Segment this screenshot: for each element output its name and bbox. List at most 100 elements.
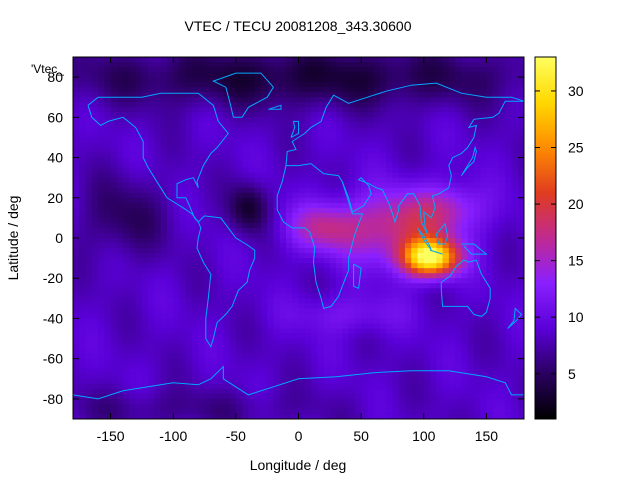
heatmap-cell [254,182,262,189]
heatmap-cell [417,172,425,179]
heatmap-cell [398,142,406,149]
heatmap-cell [223,202,231,209]
heatmap-cell [210,202,218,209]
heatmap-cell [235,117,243,123]
heatmap-cell [185,388,193,395]
heatmap-cell [173,67,181,73]
heatmap-cell [367,142,375,149]
heatmap-cell [448,238,456,244]
heatmap-cell [192,232,199,239]
heatmap-cell [455,177,462,184]
heatmap-cell [160,192,168,199]
heatmap-cell [411,378,419,385]
heatmap-cell [467,378,475,385]
heatmap-cell [480,273,488,279]
heatmap-cell [141,238,149,244]
heatmap-cell [342,82,350,88]
heatmap-cell [185,333,193,340]
heatmap-cell [455,313,462,320]
heatmap-cell [160,398,168,405]
heatmap-cell [210,343,218,350]
heatmap-cell [317,318,325,325]
heatmap-cell [210,172,218,179]
heatmap-cell [517,398,524,405]
heatmap-cell [242,238,249,244]
heatmap-cell [386,373,394,380]
heatmap-cell [285,388,293,395]
heatmap-cell [467,222,475,229]
heatmap-cell [342,293,350,299]
heatmap-cell [354,57,362,63]
heatmap-cell [386,278,394,284]
heatmap-cell [285,283,293,289]
heatmap-cell [442,283,450,289]
heatmap-cell [417,127,425,134]
heatmap-cell [455,127,462,134]
heatmap-cell [311,92,318,98]
heatmap-cell [160,172,168,179]
heatmap-cell [185,122,193,128]
heatmap-cell [304,152,312,159]
heatmap-cell [91,232,99,239]
heatmap-cell [223,197,231,204]
heatmap-cell [185,212,193,219]
heatmap-cell [386,253,394,259]
heatmap-cell [73,268,80,274]
heatmap-cell [404,167,412,174]
heatmap-cell [210,248,218,254]
heatmap-cell [298,263,306,269]
heatmap-cell [392,92,400,98]
heatmap-cell [292,207,300,214]
heatmap-cell [480,243,488,249]
heatmap-cell [192,197,199,204]
heatmap-cell [323,243,331,249]
heatmap-cell [461,393,469,400]
heatmap-cell [235,348,243,355]
heatmap-cell [298,92,306,98]
heatmap-cell [398,192,406,199]
heatmap-cell [98,87,105,93]
heatmap-cell [98,363,105,370]
heatmap-cell [461,368,469,375]
heatmap-cell [492,308,500,315]
heatmap-cell [448,117,456,123]
heatmap-cell [104,222,112,229]
heatmap-cell [110,107,118,113]
heatmap-cell [455,368,462,375]
heatmap-cell [260,62,268,68]
heatmap-cell [373,338,381,345]
heatmap-cell [223,308,231,315]
heatmap-cell [248,112,256,118]
heatmap-cell [354,202,362,209]
heatmap-cell [254,368,262,375]
heatmap-cell [386,172,394,179]
heatmap-cell [505,328,513,335]
heatmap-cell [354,177,362,184]
heatmap-cell [392,348,400,355]
heatmap-cell [473,278,481,284]
heatmap-cell [185,358,193,365]
heatmap-cell [110,172,118,179]
heatmap-cell [348,283,356,289]
heatmap-cell [473,137,481,144]
heatmap-cell [461,77,469,83]
heatmap-cell [379,378,387,385]
heatmap-cell [404,258,412,264]
heatmap-cell [342,363,350,370]
heatmap-cell [267,253,275,259]
heatmap-cell [386,383,394,390]
heatmap-cell [166,273,174,279]
heatmap-cell [91,373,99,380]
heatmap-cell [185,398,193,405]
heatmap-cell [304,368,312,375]
heatmap-cell [436,107,444,113]
heatmap-cell [123,318,130,325]
heatmap-cell [79,207,87,214]
heatmap-cell [467,333,475,340]
heatmap-cell [242,192,249,199]
heatmap-cell [448,283,456,289]
heatmap-cell [179,318,187,325]
heatmap-cell [192,318,199,325]
heatmap-cell [123,167,130,174]
heatmap-cell [160,293,168,299]
